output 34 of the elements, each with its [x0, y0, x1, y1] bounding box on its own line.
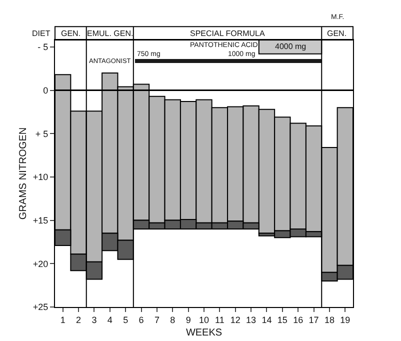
x-tick-label: 8: [170, 314, 176, 325]
x-tick-label: 11: [215, 314, 224, 325]
y-tick-label: +20: [32, 258, 48, 269]
x-tick-label: 12: [230, 314, 240, 325]
y-tick-label: + 5: [35, 128, 48, 139]
x-tick-label: 1: [60, 314, 66, 325]
x-tick-label: 3: [92, 314, 97, 325]
text: GEN.: [327, 29, 347, 38]
text: DIET: [32, 29, 50, 38]
band-label: 4000 mg: [275, 42, 306, 51]
y-tick-label: 0: [43, 85, 48, 96]
x-tick-label: 14: [262, 314, 272, 325]
y-tick-label: +10: [32, 172, 48, 182]
x-tick-label: 2: [76, 314, 82, 325]
x-tick-label: 5: [123, 314, 128, 325]
y-axis-title: GRAMS NITROGEN: [18, 127, 29, 220]
x-tick-label: 7: [154, 314, 160, 325]
x-tick-label: 19: [340, 314, 350, 325]
x-tick-label: 10: [198, 314, 210, 325]
x-tick-label: 6: [138, 314, 144, 325]
x-tick-label: 18: [324, 314, 334, 325]
y-tick-label: - 5: [38, 42, 48, 52]
y-tick-label: +25: [32, 302, 48, 312]
x-axis-title: WEEKS: [186, 327, 222, 338]
x-tick-label: 17: [308, 314, 319, 325]
text: EMUL. GEN.: [87, 29, 134, 38]
x-tick-label: 4: [107, 314, 112, 325]
x-tick-label: 15: [277, 314, 288, 325]
x-tick-label: 16: [293, 314, 304, 325]
text: GEN.: [61, 29, 81, 38]
text: SPECIAL FORMULA: [190, 29, 266, 38]
y-tick-label: +15: [32, 215, 48, 226]
x-tick-label: 9: [186, 314, 191, 325]
x-tick-label: 13: [246, 314, 256, 325]
